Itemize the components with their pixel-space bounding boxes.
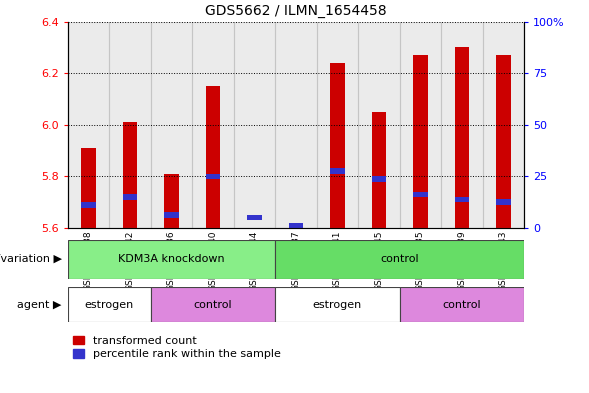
Text: control: control [194,299,232,310]
Bar [441,22,483,228]
Bar [68,287,151,322]
Bar [109,22,151,228]
Bar [234,22,275,228]
Bar [483,22,524,228]
Text: control: control [443,299,481,310]
Text: estrogen: estrogen [313,299,362,310]
Bar [275,22,317,228]
Text: genotype/variation ▶: genotype/variation ▶ [0,254,62,264]
Bar [289,223,303,228]
Bar [372,176,386,182]
Bar [413,55,428,228]
Bar [164,174,178,228]
Bar [68,240,275,279]
Bar [81,148,96,228]
Bar [151,287,275,322]
Bar [330,168,345,174]
Text: estrogen: estrogen [85,299,134,310]
Text: agent ▶: agent ▶ [18,299,62,310]
Bar [81,202,96,208]
Bar [289,222,303,228]
Bar [372,112,386,228]
Bar [455,48,469,228]
Bar [317,22,358,228]
Bar [68,22,109,228]
Bar [164,212,178,218]
Bar [496,199,511,205]
Bar [496,55,511,228]
Title: GDS5662 / ILMN_1654458: GDS5662 / ILMN_1654458 [205,4,387,18]
Bar [151,22,192,228]
Bar [206,174,220,179]
Legend: transformed count, percentile rank within the sample: transformed count, percentile rank withi… [73,336,281,359]
Text: KDM3A knockdown: KDM3A knockdown [118,254,225,264]
Bar [247,228,262,349]
Bar [358,22,400,228]
Bar [330,63,345,228]
Bar [123,122,137,228]
Bar [192,22,234,228]
Text: control: control [380,254,419,264]
Bar [400,287,524,322]
Bar [413,191,428,197]
Bar [206,86,220,228]
Bar [400,22,441,228]
Bar [123,194,137,200]
Bar [455,197,469,202]
Bar [275,287,400,322]
Bar [247,215,262,220]
Bar [275,240,524,279]
